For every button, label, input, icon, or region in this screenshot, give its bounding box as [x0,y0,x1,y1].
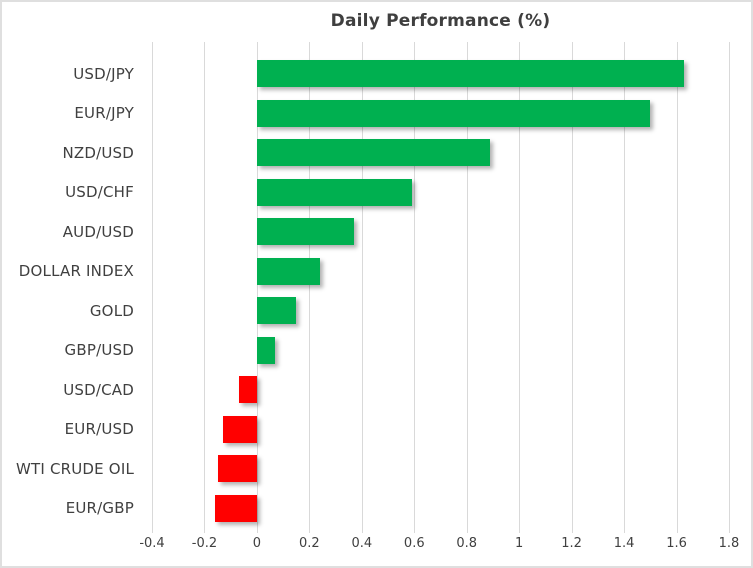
bar [256,336,276,364]
x-tick-label: 1.2 [561,536,582,551]
gridline [309,42,311,533]
bar [256,60,685,88]
gridline [256,42,258,533]
value-axis-labels: -0.4 -0.2 0 0.2 0.4 0.6 0.8 1 1.2 1.4 1.6 1.8 [139,536,739,554]
category-label: WTI CRUDE OIL [15,459,134,478]
bar [256,297,297,325]
gridline [361,42,363,533]
x-tick-label: 1.8 [718,536,740,551]
gridline [519,42,521,533]
gridline [414,42,416,533]
x-tick-label: 0.8 [456,536,478,551]
gridline [204,42,206,533]
gridline [571,42,573,533]
gridline [152,42,153,533]
gridline [729,42,730,533]
x-tick-label: 0.4 [351,536,373,551]
category-label: EUR/GBP [65,499,134,518]
x-tick-label: -0.2 [191,536,218,551]
bar-series [152,54,729,528]
bar [217,455,257,483]
bar [238,376,257,404]
category-label: DOLLAR INDEX [18,262,134,281]
category-label: GBP/USD [64,341,134,360]
bar [256,99,651,127]
category-label: USD/CAD [63,380,134,399]
gridline [466,42,468,533]
gridline [676,42,678,533]
x-tick-label: 0.2 [299,536,320,551]
category-axis-labels: USD/JPY EUR/JPY NZD/USD USD/CHF AUD/USD DOLLA… [2,54,143,528]
x-tick-label: 0 [252,536,262,551]
category-label: EUR/JPY [74,104,134,123]
bar [256,218,354,246]
x-tick-label: -0.4 [139,536,165,551]
bar [256,139,491,167]
category-label: EUR/USD [64,420,134,439]
x-tick-label: 0.6 [403,536,425,551]
gridline [624,42,626,533]
bar [256,257,320,285]
bar [214,494,257,522]
category-label: NZD/USD [62,143,134,162]
x-tick-label: 1.4 [613,536,635,551]
x-tick-label: 1.6 [666,536,687,551]
bar [222,415,257,443]
category-label: GOLD [89,301,134,320]
category-label: USD/JPY [73,64,134,83]
bar [256,178,412,206]
x-tick-label: 1 [515,536,524,551]
plot-area [152,42,730,533]
category-label: AUD/USD [62,222,134,241]
category-label: USD/CHF [65,183,134,202]
chart-title: Daily Performance (%) [330,11,551,31]
